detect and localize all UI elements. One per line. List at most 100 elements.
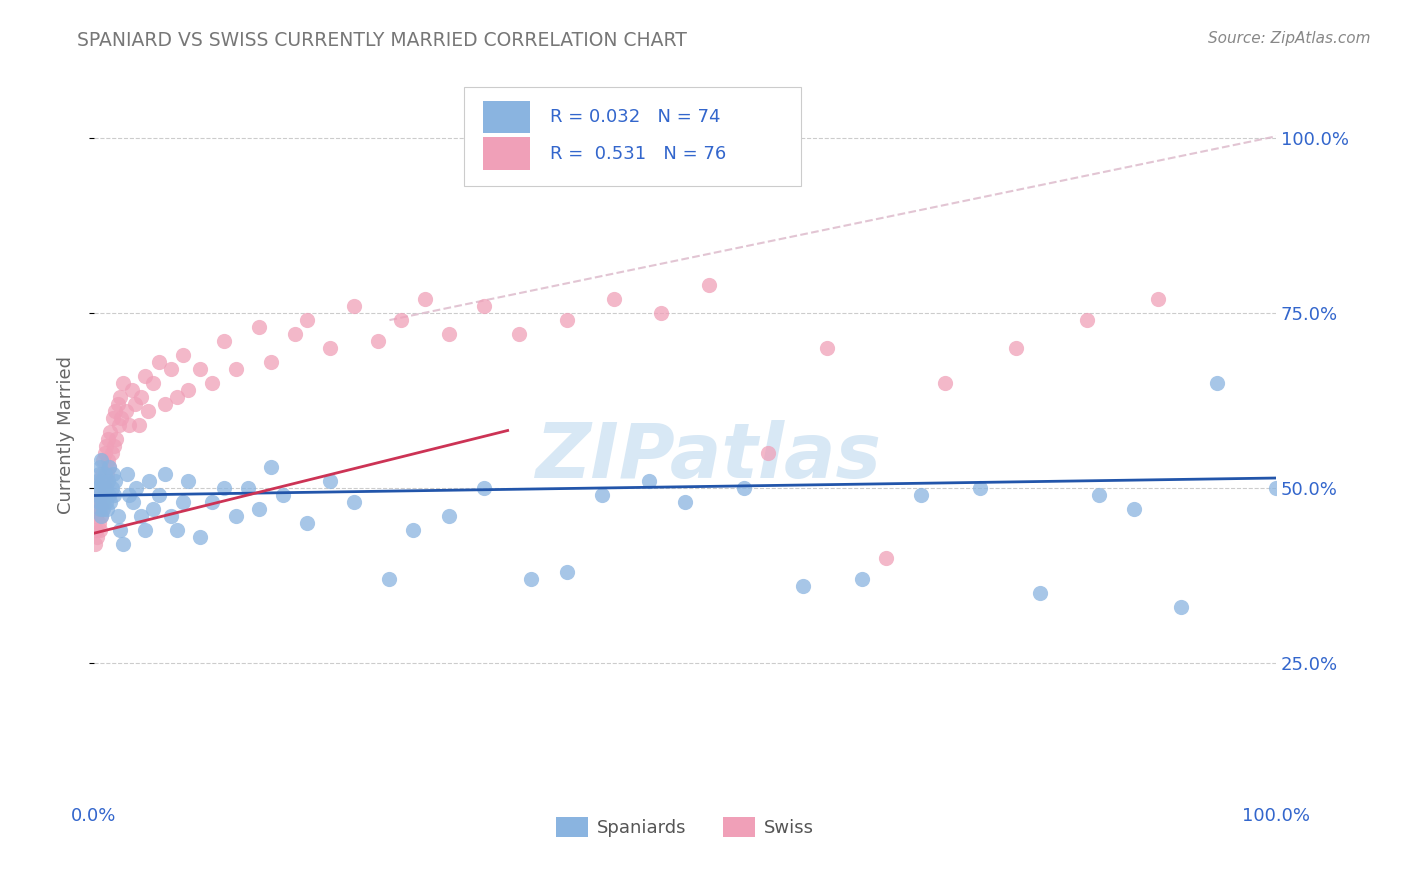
Point [188, 530, 211, 544]
Point [225, 508, 247, 523]
Point [177, 474, 200, 488]
Point [249, 320, 271, 334]
Text: Source: ZipAtlas.com: Source: ZipAtlas.com [1208, 31, 1371, 46]
Point [93, 467, 115, 481]
Text: ZIPatlas: ZIPatlas [536, 420, 882, 494]
Point [437, 508, 460, 523]
Point [86, 474, 108, 488]
Point [90, 508, 112, 523]
Point [638, 474, 661, 488]
Point [84, 537, 107, 551]
Point [733, 481, 755, 495]
Point [93, 495, 115, 509]
Point [89, 501, 111, 516]
Point [89, 459, 111, 474]
Point [96, 467, 118, 481]
Point [90, 508, 112, 523]
Point [1146, 292, 1168, 306]
Point [94, 439, 117, 453]
Point [93, 481, 115, 495]
Point [236, 481, 259, 495]
Point [792, 579, 814, 593]
Point [104, 404, 127, 418]
Point [124, 397, 146, 411]
Point [166, 523, 188, 537]
Point [84, 481, 107, 495]
Point [1170, 599, 1192, 614]
Point [697, 278, 720, 293]
Point [142, 501, 165, 516]
Point [153, 467, 176, 481]
Point [89, 523, 111, 537]
Point [142, 376, 165, 390]
Point [138, 474, 160, 488]
Legend: Spaniards, Swiss: Spaniards, Swiss [548, 809, 821, 845]
Point [101, 467, 124, 481]
Point [295, 313, 318, 327]
Point [201, 376, 224, 390]
Point [212, 334, 235, 348]
Point [90, 474, 112, 488]
Point [93, 446, 115, 460]
Point [84, 508, 107, 523]
Point [90, 453, 112, 467]
Point [97, 474, 120, 488]
Point [295, 516, 318, 530]
Point [508, 327, 530, 342]
Point [105, 432, 128, 446]
Point [96, 501, 118, 516]
Point [1005, 341, 1028, 355]
Point [93, 488, 115, 502]
Point [112, 537, 135, 551]
Point [1265, 481, 1288, 495]
Point [555, 313, 578, 327]
Point [115, 404, 138, 418]
Point [94, 495, 117, 509]
Point [87, 495, 110, 509]
Point [1076, 313, 1098, 327]
Point [260, 459, 283, 474]
Point [934, 376, 956, 390]
Point [94, 474, 117, 488]
Point [153, 397, 176, 411]
Point [100, 481, 122, 495]
Point [134, 523, 156, 537]
FancyBboxPatch shape [482, 101, 530, 133]
Point [97, 453, 120, 467]
Point [107, 508, 129, 523]
Point [212, 481, 235, 495]
Point [134, 369, 156, 384]
Point [319, 474, 342, 488]
Point [103, 439, 125, 453]
Point [520, 572, 543, 586]
Point [172, 348, 194, 362]
Point [402, 523, 425, 537]
Point [756, 446, 779, 460]
Point [89, 488, 111, 502]
Point [172, 495, 194, 509]
Point [1205, 376, 1227, 390]
Point [98, 488, 121, 502]
Point [177, 383, 200, 397]
Point [100, 495, 122, 509]
Point [107, 397, 129, 411]
Point [271, 488, 294, 502]
Point [260, 355, 283, 369]
Point [91, 474, 114, 488]
Point [159, 508, 181, 523]
Point [86, 530, 108, 544]
Point [108, 523, 131, 537]
Point [129, 508, 152, 523]
Point [1028, 585, 1050, 599]
Point [108, 390, 131, 404]
Point [129, 390, 152, 404]
Point [472, 481, 495, 495]
Point [910, 488, 932, 502]
Point [591, 488, 613, 502]
Text: R = 0.032   N = 74: R = 0.032 N = 74 [550, 108, 721, 126]
Point [437, 327, 460, 342]
Point [815, 341, 838, 355]
Point [87, 467, 110, 481]
Point [121, 383, 143, 397]
Point [93, 501, 115, 516]
